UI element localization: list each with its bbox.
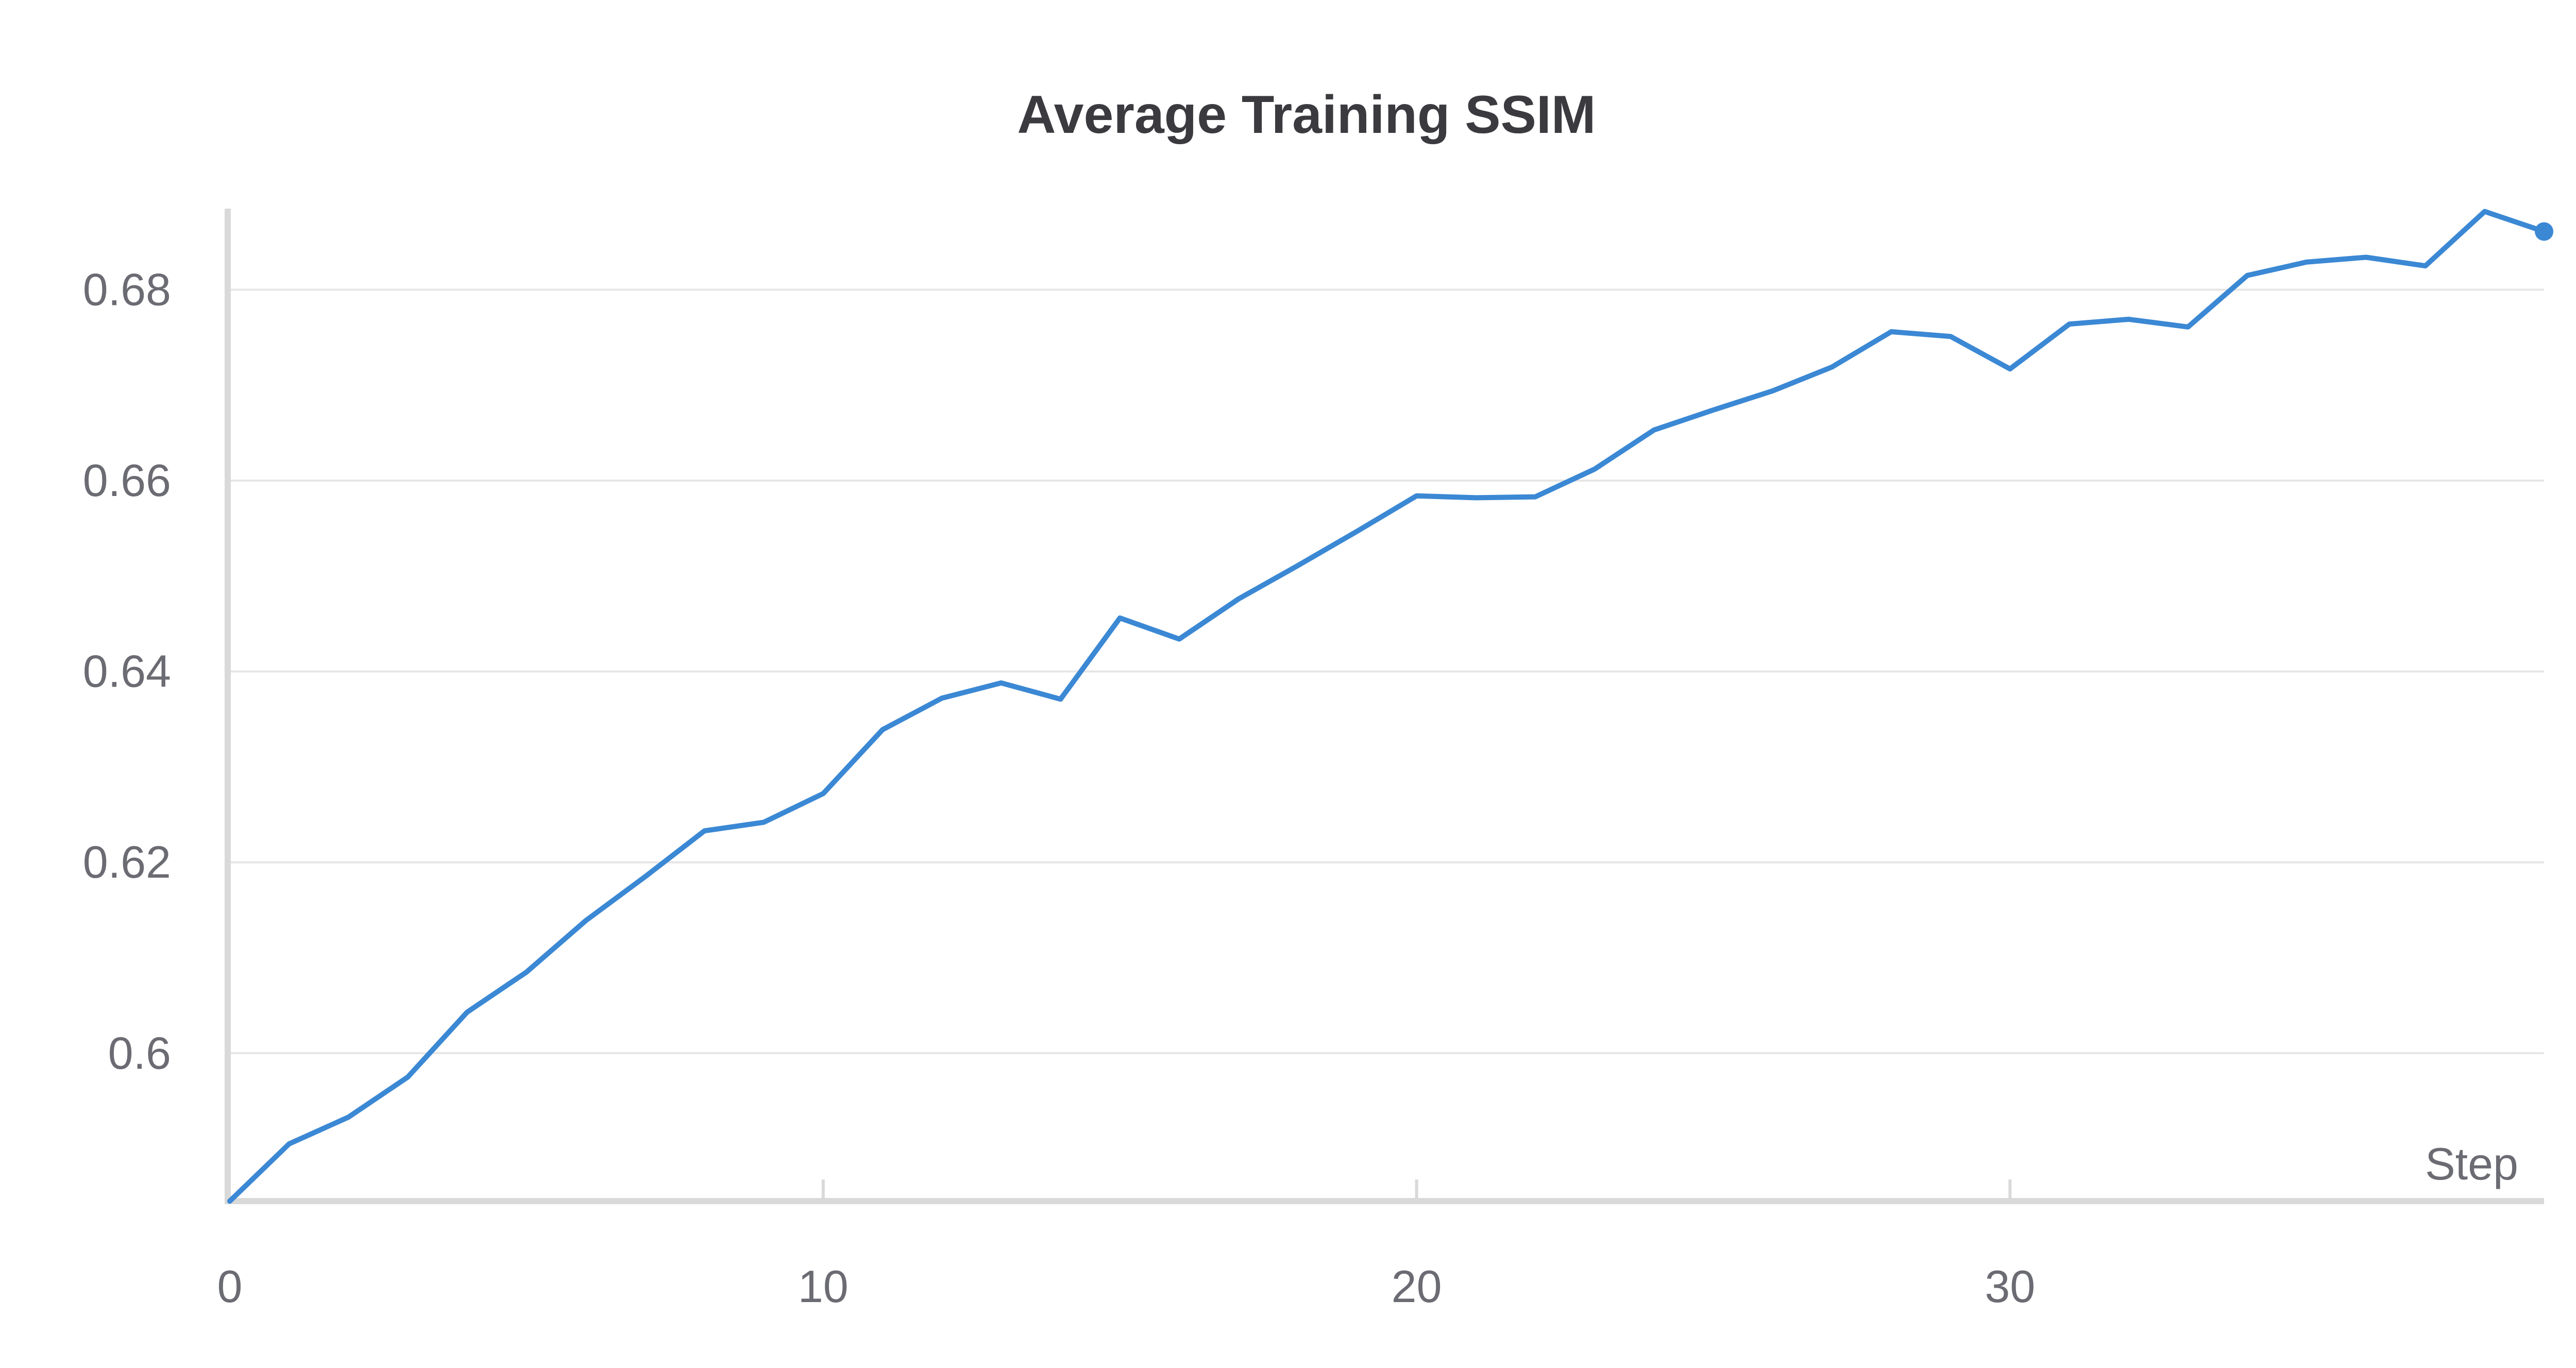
y-tick-label: 0.64 xyxy=(83,646,171,697)
y-tick-label: 0.62 xyxy=(83,836,171,887)
x-tick-label: 20 xyxy=(1392,1261,1442,1312)
x-tick-label: 0 xyxy=(217,1261,243,1312)
x-axis-title: Step xyxy=(2425,1138,2518,1189)
y-tick-label: 0.68 xyxy=(83,264,171,315)
last-point-marker xyxy=(2535,222,2553,241)
y-tick-labels: 0.6 0.62 0.64 0.66 0.68 xyxy=(83,264,171,1078)
y-tick-label: 0.66 xyxy=(83,455,171,506)
x-ticks: 0 10 20 30 xyxy=(217,1179,2035,1312)
chart-title: Average Training SSIM xyxy=(1017,85,1596,145)
x-tick-label: 10 xyxy=(798,1261,849,1312)
axes xyxy=(225,209,2544,1204)
series-training-ssim xyxy=(227,209,2553,1204)
gridlines xyxy=(230,288,2544,1054)
y-tick-label: 0.6 xyxy=(108,1028,171,1079)
x-tick-label: 30 xyxy=(1985,1261,2035,1312)
series-line xyxy=(227,209,2547,1204)
